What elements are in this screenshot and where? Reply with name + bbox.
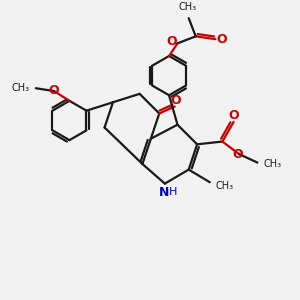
Text: O: O [228, 109, 239, 122]
Text: CH₃: CH₃ [264, 159, 282, 169]
Text: CH₃: CH₃ [11, 83, 30, 93]
Text: O: O [166, 34, 177, 48]
Text: CH₃: CH₃ [178, 2, 196, 12]
Text: H: H [169, 187, 177, 197]
Text: O: O [49, 84, 59, 97]
Text: O: O [216, 33, 227, 46]
Text: O: O [232, 148, 243, 161]
Text: N: N [159, 185, 169, 199]
Text: O: O [171, 94, 182, 107]
Text: CH₃: CH₃ [216, 181, 234, 190]
